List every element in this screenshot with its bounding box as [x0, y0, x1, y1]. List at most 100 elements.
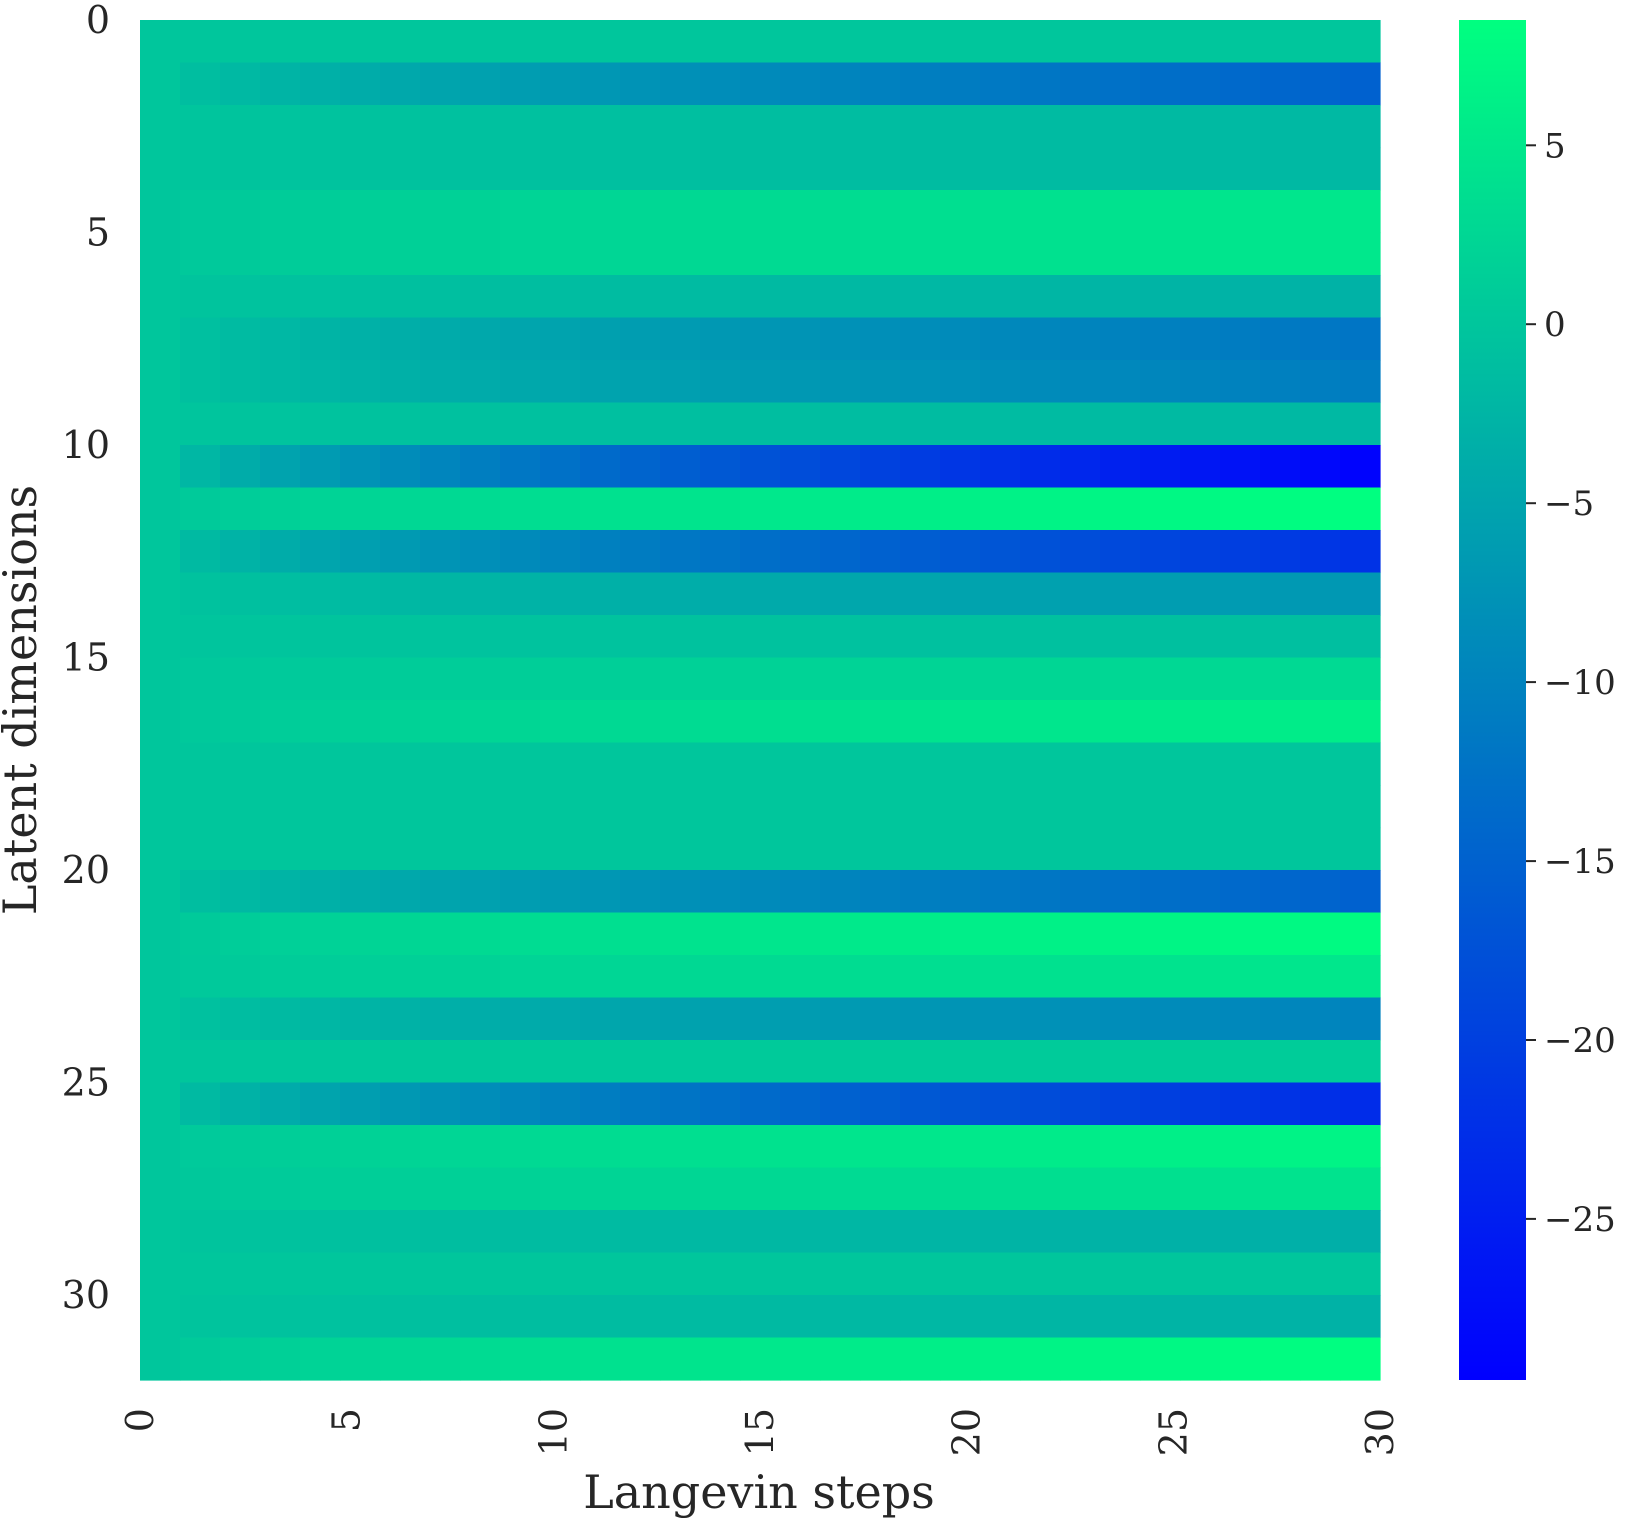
heatmap-cell	[460, 785, 501, 829]
heatmap-cell	[580, 402, 621, 446]
heatmap-cell	[300, 870, 341, 914]
heatmap-cell	[340, 62, 381, 106]
heatmap-cell	[580, 1167, 621, 1211]
heatmap-cell	[500, 1295, 541, 1339]
heatmap-cell	[900, 572, 941, 616]
heatmap-cell	[740, 657, 781, 701]
heatmap-cell	[1060, 700, 1101, 744]
heatmap-cell	[420, 275, 461, 319]
heatmap-cell	[780, 1210, 821, 1254]
heatmap-cell	[380, 20, 421, 64]
heatmap-cell	[940, 955, 981, 999]
heatmap-cell	[580, 785, 621, 829]
heatmap-cell	[1340, 615, 1381, 659]
heatmap-cell	[540, 572, 581, 616]
heatmap-cell	[980, 445, 1021, 489]
heatmap-cell	[1060, 1125, 1101, 1169]
heatmap-cell	[340, 742, 381, 786]
heatmap-cell	[460, 1040, 501, 1084]
heatmap-cell	[620, 912, 661, 956]
heatmap-cell	[500, 1125, 541, 1169]
heatmap-cell	[1100, 955, 1141, 999]
heatmap-cell	[1260, 487, 1301, 531]
heatmap-cell	[220, 1040, 261, 1084]
heatmap-cell	[700, 275, 741, 319]
heatmap-cell	[980, 742, 1021, 786]
heatmap-cell	[340, 317, 381, 361]
heatmap-cell	[260, 870, 301, 914]
heatmap-cell	[980, 232, 1021, 276]
y-tick-label: 25	[62, 1061, 110, 1105]
heatmap-cell	[700, 1210, 741, 1254]
heatmap-cell	[740, 20, 781, 64]
heatmap-cell	[860, 1125, 901, 1169]
heatmap-cell	[460, 742, 501, 786]
heatmap-cell	[820, 1082, 861, 1126]
heatmap-cell	[860, 20, 901, 64]
heatmap-cell	[220, 62, 261, 106]
heatmap-cell	[980, 700, 1021, 744]
heatmap-cell	[180, 1082, 221, 1126]
heatmap-cell	[1260, 62, 1301, 106]
heatmap-cell	[700, 317, 741, 361]
heatmap-cell	[1060, 785, 1101, 829]
heatmap-cell	[620, 530, 661, 574]
heatmap-cell	[420, 360, 461, 404]
x-tick-label: 30	[1358, 1408, 1402, 1456]
heatmap-cell	[1020, 912, 1061, 956]
heatmap-cell	[1100, 190, 1141, 234]
heatmap-cell	[740, 955, 781, 999]
heatmap-cell	[860, 997, 901, 1041]
heatmap-cell	[260, 572, 301, 616]
heatmap-cell	[1300, 742, 1341, 786]
heatmap-cell	[1300, 955, 1341, 999]
heatmap-cell	[140, 615, 181, 659]
heatmap-cell	[260, 402, 301, 446]
heatmap-cell	[700, 360, 741, 404]
heatmap-cell	[620, 105, 661, 149]
heatmap-cell	[860, 615, 901, 659]
heatmap-cell	[1060, 1040, 1101, 1084]
heatmap-cell	[540, 360, 581, 404]
heatmap-cell	[620, 275, 661, 319]
heatmap-cell	[940, 912, 981, 956]
heatmap-cell	[180, 742, 221, 786]
heatmap-cell	[980, 572, 1021, 616]
heatmap-cell	[260, 1210, 301, 1254]
heatmap-cell	[340, 572, 381, 616]
heatmap-cell	[660, 105, 701, 149]
heatmap-cell	[1060, 1295, 1101, 1339]
heatmap-cell	[900, 1040, 941, 1084]
heatmap-cell	[1060, 487, 1101, 531]
heatmap-cell	[140, 1252, 181, 1296]
heatmap-cell	[660, 870, 701, 914]
heatmap-cell	[740, 1210, 781, 1254]
heatmap-cell	[420, 402, 461, 446]
heatmap-cell	[380, 785, 421, 829]
heatmap-cell	[900, 955, 941, 999]
heatmap-cell	[1260, 912, 1301, 956]
heatmap-cell	[700, 445, 741, 489]
heatmap-cell	[500, 827, 541, 871]
heatmap-cell	[1100, 1167, 1141, 1211]
heatmap-cell	[140, 1210, 181, 1254]
heatmap-cell	[300, 785, 341, 829]
heatmap-cell	[1100, 827, 1141, 871]
heatmap-cell	[300, 190, 341, 234]
heatmap-cell	[420, 700, 461, 744]
x-tick-label: 25	[1151, 1408, 1195, 1456]
heatmap-cell	[420, 105, 461, 149]
heatmap-cell	[500, 147, 541, 191]
y-tick-label: 5	[86, 211, 110, 255]
heatmap-cell	[460, 402, 501, 446]
heatmap-cell	[820, 232, 861, 276]
heatmap-cell	[140, 445, 181, 489]
heatmap-cell	[1340, 912, 1381, 956]
heatmap-cell	[220, 615, 261, 659]
heatmap-cell	[740, 1295, 781, 1339]
heatmap-cell	[980, 657, 1021, 701]
heatmap-cell	[140, 955, 181, 999]
heatmap-cell	[260, 955, 301, 999]
heatmap-cell	[180, 615, 221, 659]
heatmap-cell	[580, 1040, 621, 1084]
